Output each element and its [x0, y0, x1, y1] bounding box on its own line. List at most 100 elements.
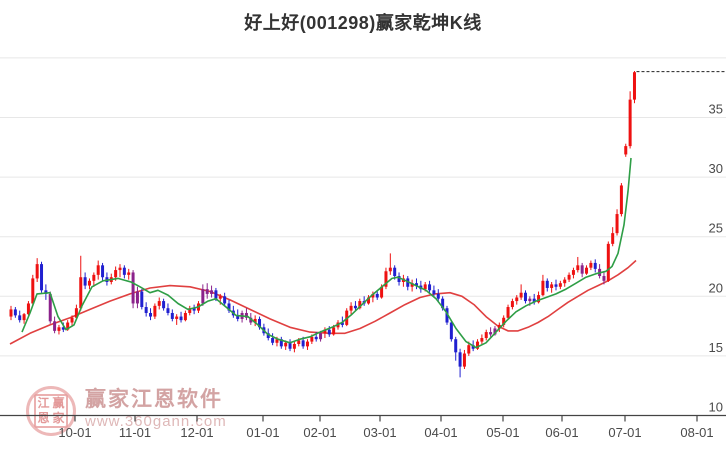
candle-body — [445, 308, 449, 323]
candle-body — [428, 284, 432, 291]
candle-body — [476, 341, 480, 349]
candle-body — [449, 322, 453, 340]
candle-body — [506, 307, 510, 318]
candle-body — [87, 280, 91, 286]
x-tick-label: 07-01 — [608, 425, 641, 440]
candle-body — [519, 292, 523, 298]
x-tick-label: 03-01 — [363, 425, 396, 440]
candle-body — [175, 316, 179, 319]
candle-body — [611, 233, 615, 244]
candle-body — [497, 324, 501, 329]
candle-body — [571, 270, 575, 275]
candle-body — [532, 298, 536, 303]
candle-body — [92, 274, 96, 281]
candle-body — [314, 336, 318, 340]
watermark-seal-char: 赢 — [52, 396, 65, 410]
candle-body — [558, 283, 562, 287]
candle-body — [323, 329, 327, 334]
candle-body — [61, 327, 65, 330]
candle-body — [170, 312, 174, 319]
candle-body — [454, 339, 458, 353]
candle-body — [66, 322, 70, 330]
y-tick-label: 25 — [709, 221, 723, 236]
candle-body — [210, 290, 214, 294]
candle-body — [227, 303, 231, 311]
y-tick-label: 35 — [709, 102, 723, 117]
candle-body — [384, 271, 388, 287]
candle-body — [271, 338, 275, 343]
watermark-seal-grid: 江 赢 恩 家 — [34, 394, 68, 428]
candle-body — [305, 341, 309, 347]
candle-body — [301, 340, 305, 347]
candle-body — [593, 262, 597, 269]
x-tick-label: 06-01 — [545, 425, 578, 440]
candle-body — [541, 280, 545, 296]
x-tick-label: 02-01 — [303, 425, 336, 440]
y-tick-label: 30 — [709, 161, 723, 176]
candle-body — [31, 278, 35, 304]
watermark: 江 赢 恩 家 赢家江恩软件 www.360gann.com — [26, 386, 227, 436]
candle-body — [349, 305, 353, 311]
candle-body — [563, 279, 567, 284]
candle-body — [358, 301, 362, 309]
ma-slow-line — [9, 259, 637, 345]
candle-body — [144, 307, 148, 313]
candle-body — [388, 267, 392, 272]
candle-body — [554, 284, 558, 287]
candle-body — [101, 265, 105, 278]
candle-body — [606, 243, 610, 281]
candle-body — [523, 292, 527, 302]
candle-body — [632, 72, 636, 100]
watermark-seal-char: 江 — [37, 396, 50, 410]
candle-body — [57, 327, 61, 331]
candle-body — [510, 301, 514, 308]
candle-body — [218, 296, 222, 299]
candle-body — [393, 267, 397, 277]
candle-body — [205, 289, 209, 294]
candle-body — [624, 146, 628, 155]
candle-body — [74, 308, 78, 318]
candle-body — [127, 272, 131, 275]
candle-body — [423, 284, 427, 290]
candle-body — [188, 308, 192, 313]
chart-title: 好上好(001298)赢家乾坤K线 — [244, 13, 482, 33]
candle-body — [380, 286, 384, 298]
candle-body — [258, 318, 262, 328]
candle-body — [576, 265, 580, 271]
candle-body — [249, 317, 253, 323]
candle-body — [114, 270, 118, 278]
watermark-seal-char: 家 — [52, 411, 65, 425]
ma-fast-line — [21, 157, 632, 349]
candle-body — [26, 303, 30, 315]
candle-body — [149, 312, 153, 317]
candle-body — [35, 264, 39, 279]
candle-body — [493, 328, 497, 335]
candle-body — [436, 293, 440, 299]
candle-body — [371, 293, 375, 298]
candle-body — [70, 317, 74, 323]
candle-body — [615, 214, 619, 234]
candle-body — [284, 342, 288, 347]
candle-body — [397, 276, 401, 282]
candle-body — [292, 343, 296, 349]
candle-body — [162, 301, 166, 309]
candle-body — [406, 278, 410, 287]
candle-body — [40, 264, 44, 291]
candle-body — [367, 297, 371, 304]
candle-body — [214, 290, 218, 299]
y-tick-label: 15 — [709, 340, 723, 355]
watermark-brand-name: 赢家江恩软件 — [85, 388, 223, 411]
candle-body — [471, 345, 475, 349]
candle-body — [580, 265, 584, 274]
candle-body — [18, 315, 22, 321]
candle-body — [310, 336, 314, 342]
x-tick-label: 05-01 — [486, 425, 519, 440]
x-tick-label: 11-01 — [119, 425, 151, 440]
candle-body — [53, 321, 57, 331]
candle-body — [340, 322, 344, 325]
candle-body — [410, 283, 414, 287]
candle-body — [414, 283, 418, 286]
candle-body — [589, 262, 593, 268]
